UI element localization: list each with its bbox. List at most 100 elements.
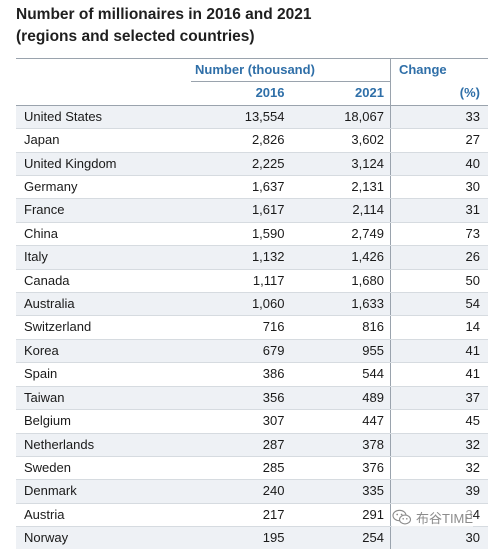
row-value-2016: 1,060 — [191, 292, 291, 317]
row-value-2016: 1,617 — [191, 198, 291, 223]
row-value-2016: 217 — [191, 503, 291, 528]
row-value-change: 40 — [389, 152, 488, 177]
table-row: Korea 679 955 41 — [16, 339, 488, 364]
row-value-change: 34 — [389, 503, 488, 528]
row-country: Canada — [16, 269, 192, 294]
row-value-2016: 1,117 — [191, 269, 291, 294]
row-value-2021: 2,114 — [290, 198, 391, 223]
row-country: Norway — [16, 526, 192, 549]
row-value-2021: 2,131 — [290, 175, 391, 200]
table-row: Japan 2,826 3,602 27 — [16, 128, 488, 153]
table-row: Australia 1,060 1,633 54 — [16, 292, 488, 317]
row-value-change: 31 — [389, 198, 488, 223]
table-row: Spain 386 544 41 — [16, 362, 488, 387]
row-value-2016: 285 — [191, 456, 291, 481]
row-value-2016: 1,590 — [191, 222, 291, 247]
row-country: China — [16, 222, 192, 247]
row-value-2016: 195 — [191, 526, 291, 549]
row-value-2021: 816 — [290, 315, 391, 340]
header-empty — [16, 57, 192, 82]
row-value-2021: 955 — [290, 339, 391, 364]
row-value-2016: 13,554 — [191, 105, 291, 130]
row-value-change: 14 — [389, 315, 488, 340]
title-line-2: (regions and selected countries) — [16, 28, 255, 45]
table-row: Netherlands 287 378 32 — [16, 433, 488, 457]
row-country: Japan — [16, 128, 192, 153]
row-country: Sweden — [16, 456, 192, 481]
row-country: Denmark — [16, 479, 192, 504]
row-value-change: 27 — [389, 128, 488, 153]
row-country: Korea — [16, 339, 192, 364]
row-country: Austria — [16, 503, 192, 528]
table-row: Denmark 240 335 39 — [16, 479, 488, 504]
row-value-change: 37 — [389, 386, 488, 411]
row-value-2016: 1,132 — [191, 245, 291, 270]
row-country: Switzerland — [16, 315, 192, 340]
row-value-2021: 2,749 — [290, 222, 391, 247]
table-row: Sweden 285 376 32 — [16, 456, 488, 481]
row-country: Spain — [16, 362, 192, 387]
row-value-2016: 716 — [191, 315, 291, 340]
table-row: Austria 217 291 34 — [16, 503, 488, 528]
table-row: Belgium 307 447 45 — [16, 409, 488, 434]
header-change: Change — [389, 57, 488, 82]
row-value-change: 39 — [389, 479, 488, 504]
row-country: Taiwan — [16, 386, 192, 411]
row-value-2021: 1,633 — [290, 292, 391, 317]
row-value-2021: 3,124 — [290, 152, 391, 177]
row-value-2016: 356 — [191, 386, 291, 411]
row-value-change: 30 — [389, 526, 488, 549]
row-value-2021: 489 — [290, 386, 391, 411]
row-value-2021: 335 — [290, 479, 391, 504]
row-country: United States — [16, 105, 192, 130]
table-body: United States 13,554 18,067 33 Japan 2,826 3,6… — [16, 105, 488, 549]
row-country: Germany — [16, 175, 192, 200]
row-value-change: 41 — [389, 362, 488, 387]
row-value-change: 30 — [389, 175, 488, 200]
row-value-2021: 544 — [290, 362, 391, 387]
table-row: Switzerland 716 816 14 — [16, 315, 488, 340]
row-value-change: 73 — [389, 222, 488, 247]
row-value-change: 32 — [389, 456, 488, 481]
row-value-2016: 240 — [191, 479, 291, 504]
header-change-unit: (%) — [389, 81, 488, 106]
row-country: Italy — [16, 245, 192, 270]
row-country: Netherlands — [16, 433, 192, 457]
header-row-group: Number (thousand) Change — [16, 57, 488, 83]
row-value-change: 50 — [389, 269, 488, 294]
row-value-change: 41 — [389, 339, 488, 364]
row-value-2016: 679 — [191, 339, 291, 364]
row-value-change: 33 — [389, 105, 488, 130]
row-value-2016: 307 — [191, 409, 291, 434]
header-2021: 2021 — [290, 81, 391, 106]
header-row-columns: 2016 2021 (%) — [16, 81, 488, 106]
row-value-2021: 254 — [290, 526, 391, 549]
row-value-2016: 287 — [191, 433, 291, 457]
header-country-empty — [16, 81, 192, 106]
header-2016: 2016 — [191, 81, 291, 106]
row-value-change: 32 — [389, 433, 488, 457]
millionaires-table: Number (thousand) Change 2016 2021 (%) U… — [16, 57, 488, 549]
row-value-2021: 1,680 — [290, 269, 391, 294]
row-country: Belgium — [16, 409, 192, 434]
table-row: United Kingdom 2,225 3,124 40 — [16, 152, 488, 177]
table-row: United States 13,554 18,067 33 — [16, 105, 488, 130]
row-value-2016: 386 — [191, 362, 291, 387]
row-value-2021: 447 — [290, 409, 391, 434]
table-row: Canada 1,117 1,680 50 — [16, 269, 488, 294]
row-value-2021: 1,426 — [290, 245, 391, 270]
table-row: Germany 1,637 2,131 30 — [16, 175, 488, 200]
row-value-2016: 2,225 — [191, 152, 291, 177]
row-country: Australia — [16, 292, 192, 317]
row-value-change: 26 — [389, 245, 488, 270]
row-value-2021: 378 — [290, 433, 391, 457]
title-line-1: Number of millionaires in 2016 and 2021 — [16, 6, 312, 23]
row-country: France — [16, 198, 192, 223]
row-value-2021: 3,602 — [290, 128, 391, 153]
row-value-2021: 291 — [290, 503, 391, 528]
table-row: Taiwan 356 489 37 — [16, 386, 488, 411]
table-row: Norway 195 254 30 — [16, 526, 488, 549]
chart-title: Number of millionaires in 2016 and 2021 … — [16, 4, 486, 48]
row-value-change: 45 — [389, 409, 488, 434]
